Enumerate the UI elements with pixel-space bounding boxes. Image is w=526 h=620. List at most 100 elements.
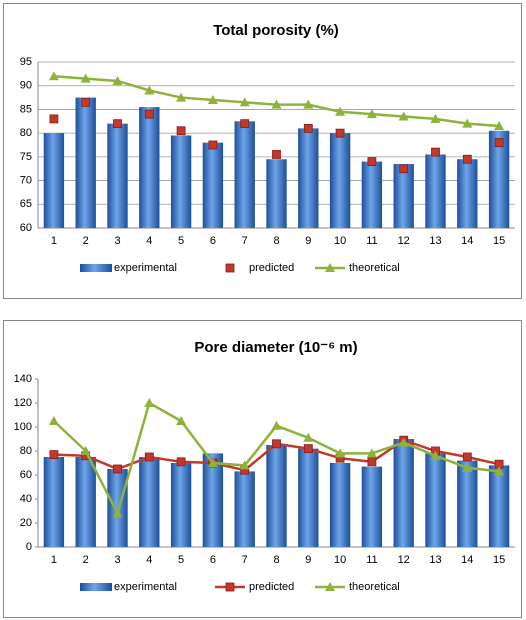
point xyxy=(303,124,313,133)
bar xyxy=(170,463,192,547)
point xyxy=(494,121,505,131)
bar xyxy=(488,130,510,228)
point xyxy=(272,439,281,449)
x-tick-label: 2 xyxy=(83,554,89,566)
y-tick-label: 140 xyxy=(14,373,32,385)
x-tick-label: 8 xyxy=(273,554,279,566)
point xyxy=(462,462,473,472)
x-tick-label: 9 xyxy=(305,235,311,247)
bar xyxy=(202,453,224,547)
y-tick-label: 65 xyxy=(20,198,32,210)
point xyxy=(239,460,250,470)
bar xyxy=(361,466,383,547)
bar xyxy=(170,135,192,228)
point xyxy=(81,97,91,107)
x-tick-label: 14 xyxy=(461,235,473,247)
bar xyxy=(361,161,383,228)
point xyxy=(112,508,123,518)
bar xyxy=(139,107,160,228)
point xyxy=(144,452,154,462)
point xyxy=(462,452,472,462)
bar xyxy=(43,457,65,547)
legend-label: experimental xyxy=(114,581,177,593)
point xyxy=(240,119,250,129)
y-tick-label: 60 xyxy=(20,222,32,234)
y-tick-label: 85 xyxy=(20,103,32,115)
point xyxy=(398,437,409,447)
bar xyxy=(202,142,224,228)
point xyxy=(113,464,122,474)
y-tick-label: 90 xyxy=(20,80,32,92)
point xyxy=(207,94,218,104)
bar xyxy=(425,453,446,547)
point xyxy=(462,118,473,128)
x-tick-label: 15 xyxy=(493,235,505,247)
point xyxy=(48,71,59,81)
x-tick-label: 7 xyxy=(242,235,248,247)
y-tick-label: 70 xyxy=(20,174,32,186)
bar xyxy=(457,159,478,228)
point xyxy=(430,113,441,123)
bar xyxy=(329,463,351,547)
point xyxy=(431,147,440,157)
point xyxy=(335,128,345,138)
x-tick-label: 15 xyxy=(493,554,505,566)
x-tick-label: 6 xyxy=(210,554,216,566)
point xyxy=(176,457,186,467)
point xyxy=(494,466,505,476)
bar xyxy=(457,460,478,547)
y-tick-label: 75 xyxy=(20,151,32,163)
bar xyxy=(139,457,160,547)
point xyxy=(367,157,377,167)
chart-title: Pore diameter (10⁻⁶ m) xyxy=(194,339,357,356)
y-tick-label: 80 xyxy=(20,445,32,457)
point xyxy=(366,109,377,119)
bar xyxy=(43,133,65,228)
point xyxy=(335,106,346,116)
point xyxy=(366,448,377,458)
point xyxy=(303,432,314,442)
bar xyxy=(234,121,255,228)
x-tick-label: 1 xyxy=(51,235,57,247)
point xyxy=(303,99,314,109)
point xyxy=(399,164,409,174)
y-tick-label: 80 xyxy=(20,127,32,139)
chart-title: Total porosity (%) xyxy=(213,22,339,39)
legend-marker xyxy=(225,263,235,273)
bar xyxy=(393,163,414,228)
x-tick-label: 10 xyxy=(334,235,346,247)
x-tick-label: 10 xyxy=(334,554,346,566)
bar xyxy=(266,445,287,547)
y-tick-label: 60 xyxy=(20,469,32,481)
y-tick-label: 40 xyxy=(20,493,32,505)
y-tick-label: 20 xyxy=(20,517,32,529)
point xyxy=(176,416,187,425)
x-tick-label: 6 xyxy=(210,235,216,247)
y-tick-label: 100 xyxy=(14,421,32,433)
point xyxy=(144,85,155,95)
x-tick-label: 12 xyxy=(398,235,410,247)
y-tick-label: 120 xyxy=(14,397,32,409)
legend-label: theoretical xyxy=(349,581,400,593)
legend-label: experimental xyxy=(114,262,177,274)
x-tick-label: 4 xyxy=(146,235,152,247)
x-tick-label: 14 xyxy=(461,554,473,566)
bar xyxy=(107,469,128,547)
point xyxy=(80,446,91,455)
x-tick-label: 4 xyxy=(146,554,152,566)
point xyxy=(113,119,122,129)
x-tick-label: 7 xyxy=(242,554,248,566)
point xyxy=(398,111,409,121)
point xyxy=(272,150,281,159)
x-tick-label: 11 xyxy=(366,235,377,247)
point xyxy=(49,450,59,460)
point xyxy=(462,154,472,164)
legend-label: predicted xyxy=(249,262,294,274)
x-tick-label: 8 xyxy=(273,235,279,247)
point xyxy=(430,450,441,460)
x-tick-label: 9 xyxy=(305,554,311,566)
legend-marker xyxy=(325,263,335,272)
legend-swatch xyxy=(80,583,112,591)
point xyxy=(80,73,91,83)
